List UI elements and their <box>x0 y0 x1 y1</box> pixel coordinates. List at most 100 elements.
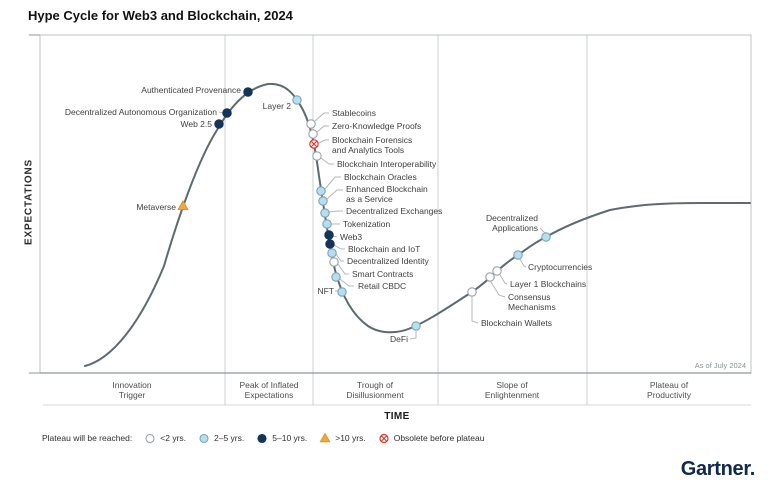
marker-2-5yrs-circle <box>322 219 332 229</box>
data-point <box>541 232 551 242</box>
marker-2-5yrs-circle <box>411 321 421 331</box>
leader-line <box>320 157 334 165</box>
marker-2-5yrs-circle <box>318 196 328 206</box>
data-point <box>324 230 334 240</box>
data-point <box>316 186 326 196</box>
legend-item-label: <2 yrs. <box>160 433 187 443</box>
legend-marker-2-5 <box>199 433 209 444</box>
phase-label: Plateau of Productivity <box>647 380 691 400</box>
leader-line <box>490 281 506 298</box>
marker-2-5yrs-circle <box>337 287 347 297</box>
point-label: DeFi <box>390 333 408 344</box>
point-label: Web3 <box>340 231 363 242</box>
legend-prefix: Plateau will be reached: <box>42 433 133 443</box>
marker-gt10yrs-triangle <box>177 199 189 210</box>
marker-5-10yrs-circle <box>243 87 253 97</box>
marker-5-10yrs-circle <box>325 239 335 249</box>
data-point <box>320 208 330 218</box>
marker-gt10yrs-triangle <box>319 432 331 443</box>
leader-line <box>471 297 479 324</box>
data-point <box>309 139 319 149</box>
legend-item: Obsolete before plateau <box>378 432 485 444</box>
legend-item-label: 2–5 yrs. <box>214 433 245 443</box>
point-label: Smart Contracts <box>352 268 414 279</box>
x-axis-label: TIME <box>384 411 410 422</box>
legend-item: <2 yrs. <box>144 432 186 444</box>
gartner-logo: Gartner. <box>680 458 756 480</box>
point-label: Retail CBDC <box>358 280 407 291</box>
page-title: Hype Cycle for Web3 and Blockchain, 2024 <box>28 8 293 23</box>
marker-lt2yrs-circle <box>485 272 495 282</box>
data-point <box>306 119 316 129</box>
legend-item: 5–10 yrs. <box>256 432 307 444</box>
marker-5-10yrs-circle <box>257 433 267 444</box>
legend-item-label: 5–10 yrs. <box>272 433 308 443</box>
legend-item: >10 yrs. <box>319 432 366 444</box>
marker-obsolete-x <box>380 435 387 442</box>
point-label: Blockchain and IoT <box>348 243 421 254</box>
y-axis-label: EXPECTATIONS <box>23 159 35 245</box>
marker-5-10yrs-circle <box>214 119 224 129</box>
point-label: Web 2.5 <box>180 118 212 129</box>
data-point <box>177 199 189 210</box>
leader-line <box>332 235 338 238</box>
marker-lt2yrs-circle <box>145 433 155 444</box>
leader-line <box>333 244 345 250</box>
marker-lt2yrs-circle <box>492 266 502 276</box>
marker-2-5yrs-circle <box>331 272 341 282</box>
leader-line <box>499 274 508 285</box>
leader-line <box>539 227 546 234</box>
marker-2-5yrs-circle <box>292 95 302 105</box>
legend-marker-obsolete <box>379 433 389 444</box>
point-label: Consensus Mechanisms <box>508 291 556 313</box>
leader-line <box>409 331 417 340</box>
phase-label: Innovation Trigger <box>112 380 152 400</box>
phase-label: Peak of Inflated Expectations <box>239 380 299 400</box>
data-point <box>513 250 523 260</box>
marker-5-10yrs-circle <box>324 230 334 240</box>
marker-lt2yrs-circle <box>312 151 322 161</box>
legend-item: 2–5 yrs. <box>198 432 244 444</box>
point-label: Stablecoins <box>332 107 376 118</box>
leader-line <box>318 139 329 144</box>
point-label: Zero-Knowledge Proofs <box>332 120 422 131</box>
data-point <box>331 272 341 282</box>
data-point <box>329 257 339 267</box>
point-label: Blockchain Wallets <box>481 317 553 328</box>
leader-line <box>326 189 343 200</box>
marker-2-5yrs-circle <box>327 248 337 258</box>
data-point <box>492 266 502 276</box>
legend-marker-gt10 <box>319 432 331 443</box>
point-label: Metaverse <box>136 201 176 212</box>
hype-curve <box>84 82 751 367</box>
marker-2-5yrs-circle <box>316 186 326 196</box>
leader-line <box>328 210 343 213</box>
marker-5-10yrs-circle <box>222 108 232 118</box>
point-label: NFT <box>317 285 334 296</box>
point-label: Enhanced Blockchain as a Service <box>346 183 428 205</box>
data-point <box>485 272 495 282</box>
leader-line <box>314 112 329 122</box>
data-point <box>214 119 224 129</box>
data-point <box>411 321 421 331</box>
phase-label: Slope of Enlightenment <box>484 380 540 400</box>
marker-2-5yrs-circle <box>541 232 551 242</box>
leader-line <box>337 263 349 275</box>
data-point <box>318 196 328 206</box>
data-point <box>222 108 232 118</box>
data-point <box>292 95 302 105</box>
legend-marker-5-10 <box>257 433 267 444</box>
phase-label: Trough of Disillusionment <box>346 380 404 400</box>
legend-marker-lt2 <box>145 433 155 444</box>
marker-lt2yrs-circle <box>306 119 316 129</box>
legend-item-label: >10 yrs. <box>335 433 366 443</box>
marker-lt2yrs-circle <box>329 257 339 267</box>
point-label: Blockchain Interoperability <box>337 158 437 169</box>
point-label: Tokenization <box>343 218 391 229</box>
legend-item-label: Obsolete before plateau <box>393 433 485 443</box>
point-label: Decentralized Identity <box>347 255 429 266</box>
marker-2-5yrs-circle <box>513 250 523 260</box>
data-point <box>312 151 322 161</box>
marker-lt2yrs-circle <box>467 287 477 297</box>
